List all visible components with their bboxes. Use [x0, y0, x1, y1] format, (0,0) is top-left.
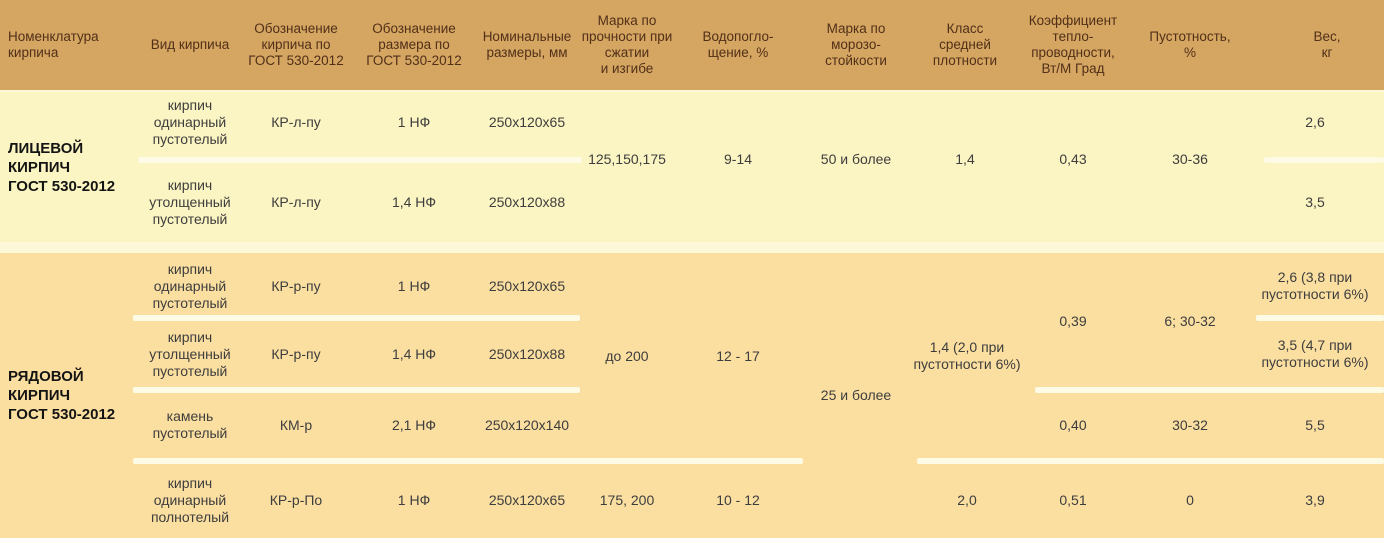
cell-s2r3-ves: 5,5 [1305, 416, 1325, 433]
cell-s1r2-oboznachenie: КР-л-пу [271, 193, 321, 210]
header-razmery: Номинальные размеры, мм [482, 29, 572, 60]
row-divider [133, 458, 803, 464]
header-nomenklatura: Номенклатура кирпича [8, 29, 99, 60]
cell-s2r4-vodopogloshchenie: 10 - 12 [716, 491, 760, 508]
cell-s2r3-pustotnost: 30-32 [1172, 416, 1208, 433]
row-divider [917, 458, 1384, 464]
cell-s2-morozostoikost-merged: 25 и более [820, 387, 892, 403]
cell-s2r4-prochnost: 175, 200 [599, 491, 655, 508]
cell-s2r3-razmery: 250x120x140 [484, 416, 570, 433]
cell-s2r2-oboznachenie: КР-р-пу [271, 345, 321, 362]
cell-s2r3-razmer-oboznachenie: 2,1 НФ [391, 416, 437, 433]
cell-s1r2-vid: кирпич утолщенный пустотелый [149, 176, 231, 227]
row-divider [133, 315, 580, 321]
cell-s2-klass-merged: 1,4 (2,0 при пустотности 6%) [913, 339, 1021, 372]
cell-s2r3-vid: камень пустотелый [152, 408, 228, 441]
cell-s1r1-oboznachenie: КР-л-пу [271, 113, 321, 130]
cell-s2r1-razmer-oboznachenie: 1 НФ [397, 277, 431, 294]
cell-s1r1-vid: кирпич одинарный пустотелый [152, 96, 228, 147]
row-divider [138, 157, 582, 163]
header-vodopogloshchenie: Водопогло- щение, % [702, 29, 774, 60]
cell-s1r2-razmery: 250x120x88 [488, 193, 566, 210]
header-teploprovodnost: Коэффициент тепло- проводности, Вт/М Гра… [1028, 13, 1118, 76]
cell-s2r3-koefficient: 0,40 [1059, 416, 1087, 433]
header-prochnost: Марка по прочности при сжатии и изгибе [581, 13, 673, 76]
cell-s2r2-vid: кирпич утолщенный пустотелый [149, 328, 231, 379]
cell-s1r1-razmer-oboznachenie: 1 НФ [397, 113, 431, 130]
cell-s1-morozostoikost: 50 и более [820, 151, 892, 167]
cell-s1r1-razmery: 250x120x65 [488, 113, 566, 130]
cell-s2r2-ves: 3,5 (4,7 при пустотности 6%) [1261, 337, 1369, 370]
cell-s2r2-razmery: 250x120x88 [488, 345, 566, 362]
cell-s2r4-razmer-oboznachenie: 1 НФ [397, 491, 431, 508]
cell-s1-pustotnost: 30-36 [1172, 151, 1208, 167]
header-oboznachenie-razmera: Обозначение размера по ГОСТ 530-2012 [366, 21, 462, 68]
header-vid-kirpicha: Вид кирпича [150, 37, 230, 52]
row-divider [1256, 315, 1384, 321]
section-label-ryadovoy: РЯДОВОЙ КИРПИЧ ГОСТ 530-2012 [8, 368, 116, 423]
section-ryadovoy-band [0, 253, 1384, 538]
cell-s2r1-ves: 2,6 (3,8 при пустотности 6%) [1261, 269, 1369, 302]
cell-s1-prochnost: 125,150,175 [588, 151, 666, 167]
section-label-licevoy: ЛИЦЕВОЙ КИРПИЧ ГОСТ 530-2012 [8, 139, 116, 195]
cell-s1-klass: 1,4 [955, 151, 975, 167]
cell-s1-koefficient: 0,43 [1059, 151, 1087, 167]
header-klass-plotnosti: Класс средней плотности [932, 21, 998, 68]
row-divider [133, 387, 580, 393]
cell-s2r4-vid: кирпич одинарный полнотелый [150, 474, 230, 525]
header-morozostoikost: Марка по морозо- стойкости [825, 21, 887, 68]
cell-s2r4-koefficient: 0,51 [1059, 491, 1087, 508]
header-oboznachenie-kirpicha: Обозначение кирпича по ГОСТ 530-2012 [248, 21, 344, 68]
cell-s2r1-vid: кирпич одинарный пустотелый [152, 260, 228, 311]
cell-s2r3-oboznachenie: КМ-р [279, 416, 313, 433]
cell-s2r4-pustotnost: 0 [1186, 491, 1194, 508]
cell-s2r1-razmery: 250x120x65 [488, 277, 566, 294]
cell-s2r1-oboznachenie: КР-р-пу [271, 277, 321, 294]
cell-s2r4-razmery: 250x120x65 [488, 491, 566, 508]
cell-s1r1-ves: 2,6 [1305, 113, 1325, 130]
cell-s1r2-razmer-oboznachenie: 1,4 НФ [391, 193, 437, 210]
cell-s2-prochnost-merged: до 200 [605, 347, 649, 364]
header-ves: Вес, кг [1313, 29, 1341, 60]
cell-s2-koefficient-merged: 0,39 [1059, 312, 1087, 329]
cell-s2-pustotnost-merged: 6; 30-32 [1164, 312, 1216, 329]
cell-s1-vodopogloshchenie: 9-14 [723, 151, 753, 167]
cell-s2r4-oboznachenie: КР-р-По [269, 491, 323, 508]
section-licevoy-band [0, 92, 1384, 242]
header-pustotnost: Пустотность, % [1149, 29, 1231, 60]
row-divider [1035, 387, 1384, 393]
cell-s2r4-klass: 2,0 [957, 491, 977, 508]
row-divider [1264, 157, 1384, 163]
cell-s2r4-ves: 3,9 [1305, 491, 1325, 508]
cell-s1r2-ves: 3,5 [1305, 193, 1325, 210]
cell-s2-vodopogloshchenie-merged: 12 - 17 [716, 347, 760, 364]
table-header-band [0, 0, 1384, 90]
cell-s2r2-razmer-oboznachenie: 1,4 НФ [391, 345, 437, 362]
